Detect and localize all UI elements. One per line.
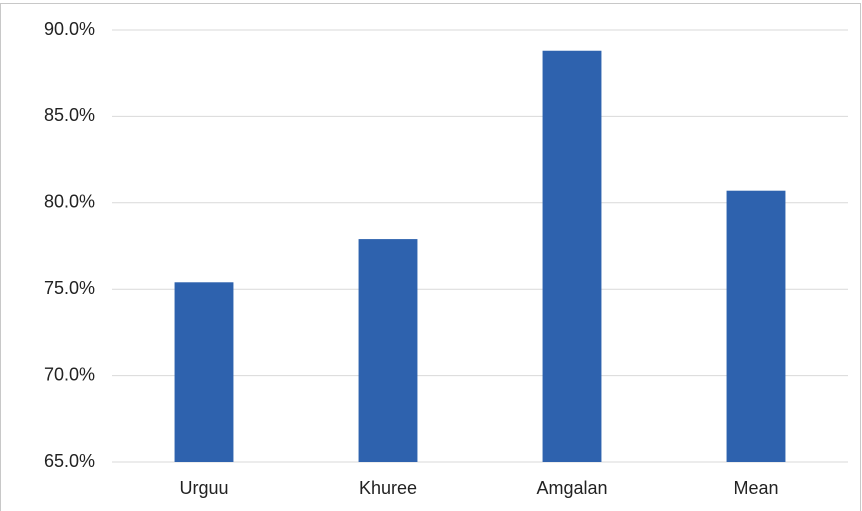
y-tick-label: 65.0% [44,451,95,471]
bar [542,50,602,463]
bar [726,190,786,463]
x-tick-label: Mean [733,478,778,498]
x-tick-label: Khuree [359,478,417,498]
x-tick-label: Amgalan [536,478,607,498]
bar [174,282,234,462]
y-tick-label: 90.0% [44,19,95,39]
x-tick-label: Urguu [179,478,228,498]
y-tick-label: 85.0% [44,105,95,125]
y-tick-label: 70.0% [44,364,95,384]
bar [358,239,418,462]
y-tick-label: 75.0% [44,278,95,298]
y-tick-label: 80.0% [44,192,95,212]
chart-border [0,3,861,511]
